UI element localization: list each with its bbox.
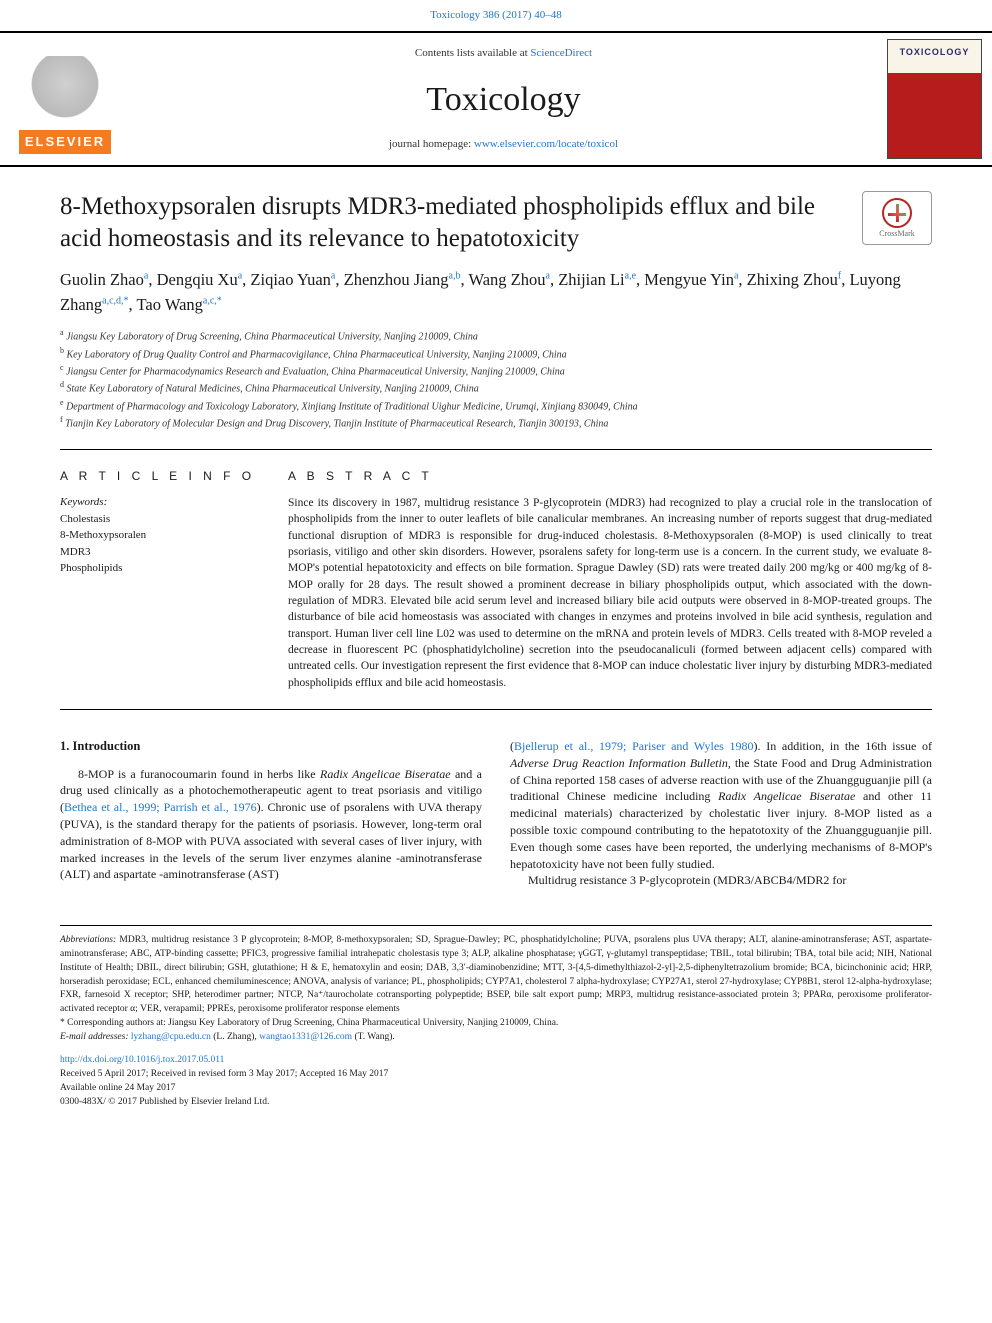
divider-rule: [60, 709, 932, 710]
elsevier-tree-icon: [30, 56, 100, 126]
email-label: E-mail addresses:: [60, 1032, 129, 1042]
affiliation-line: d State Key Laboratory of Natural Medici…: [60, 379, 932, 396]
corresponding-line: * Corresponding authors at: Jiangsu Key …: [60, 1017, 932, 1031]
intro-paragraph-right-1: (Bjellerup et al., 1979; Pariser and Wyl…: [510, 738, 932, 872]
corr-text: Corresponding authors at: Jiangsu Key La…: [65, 1018, 559, 1028]
copyright-line: 0300-483X/ © 2017 Published by Elsevier …: [60, 1096, 932, 1110]
keywords-label: Keywords:: [60, 495, 260, 510]
doi-link[interactable]: http://dx.doi.org/10.1016/j.tox.2017.05.…: [60, 1055, 224, 1065]
email-link-1[interactable]: lyzhang@cpu.edu.cn: [131, 1032, 211, 1042]
email-line: E-mail addresses: lyzhang@cpu.edu.cn (L.…: [60, 1031, 932, 1045]
email-who-1: (L. Zhang),: [211, 1032, 259, 1042]
crossmark-icon: [882, 198, 912, 228]
crossmark-badge[interactable]: CrossMark: [862, 191, 932, 245]
divider-rule: [60, 449, 932, 450]
elsevier-logo: ELSEVIER: [10, 44, 120, 154]
intro-paragraph-left: 8-MOP is a furanocoumarin found in herbs…: [60, 766, 482, 884]
author-list: Guolin Zhaoa, Dengqiu Xua, Ziqiao Yuana,…: [60, 268, 932, 318]
article-info-heading: A R T I C L E I N F O: [60, 468, 260, 485]
keyword-item: Cholestasis: [60, 511, 260, 528]
body-columns: 1. Introduction 8-MOP is a furanocoumari…: [60, 738, 932, 889]
online-line: Available online 24 May 2017: [60, 1082, 932, 1096]
journal-reference: Toxicology 386 (2017) 40–48: [0, 0, 992, 31]
affiliation-line: b Key Laboratory of Drug Quality Control…: [60, 345, 932, 362]
abbrev-text: MDR3, multidrug resistance 3 P glycoprot…: [60, 935, 932, 1014]
journal-header: ELSEVIER Contents lists available at Sci…: [0, 31, 992, 167]
history-line: Received 5 April 2017; Received in revis…: [60, 1068, 932, 1082]
sciencedirect-link[interactable]: ScienceDirect: [530, 47, 592, 59]
journal-name: Toxicology: [120, 76, 887, 124]
publication-block: http://dx.doi.org/10.1016/j.tox.2017.05.…: [60, 1054, 932, 1109]
article-info-block: A R T I C L E I N F O Keywords: Cholesta…: [60, 468, 260, 691]
journal-homepage-link[interactable]: www.elsevier.com/locate/toxicol: [474, 138, 618, 150]
journal-cover-thumb: TOXICOLOGY: [887, 39, 982, 159]
keyword-item: Phospholipids: [60, 560, 260, 577]
affiliation-line: a Jiangsu Key Laboratory of Drug Screeni…: [60, 327, 932, 344]
homepage-prefix: journal homepage:: [389, 138, 474, 150]
affiliation-line: e Department of Pharmacology and Toxicol…: [60, 397, 932, 414]
left-column: 1. Introduction 8-MOP is a furanocoumari…: [60, 738, 482, 889]
intro-heading: 1. Introduction: [60, 738, 482, 756]
intro-paragraph-right-2: Multidrug resistance 3 P-glycoprotein (M…: [510, 872, 932, 889]
homepage-line: journal homepage: www.elsevier.com/locat…: [120, 137, 887, 152]
affiliation-line: f Tianjin Key Laboratory of Molecular De…: [60, 414, 932, 431]
abstract-block: A B S T R A C T Since its discovery in 1…: [288, 468, 932, 691]
article-title: 8-Methoxypsoralen disrupts MDR3-mediated…: [60, 191, 846, 254]
header-center: Contents lists available at ScienceDirec…: [120, 46, 887, 152]
affiliations: a Jiangsu Key Laboratory of Drug Screeni…: [60, 327, 932, 431]
contents-prefix: Contents lists available at: [415, 47, 530, 59]
abbreviations-line: Abbreviations: MDR3, multidrug resistanc…: [60, 934, 932, 1017]
crossmark-label: CrossMark: [879, 228, 915, 239]
footnotes: Abbreviations: MDR3, multidrug resistanc…: [60, 925, 932, 1044]
email-link-2[interactable]: wangtao1331@126.com: [259, 1032, 352, 1042]
email-who-2: (T. Wang).: [352, 1032, 395, 1042]
abstract-text: Since its discovery in 1987, multidrug r…: [288, 495, 932, 691]
abstract-heading: A B S T R A C T: [288, 468, 932, 485]
right-column: (Bjellerup et al., 1979; Pariser and Wyl…: [510, 738, 932, 889]
journal-cover-title: TOXICOLOGY: [900, 40, 970, 59]
affiliation-line: c Jiangsu Center for Pharmacodynamics Re…: [60, 362, 932, 379]
abbrev-label: Abbreviations:: [60, 935, 116, 945]
contents-line: Contents lists available at ScienceDirec…: [120, 46, 887, 61]
keyword-item: MDR3: [60, 544, 260, 561]
keyword-item: 8-Methoxypsoralen: [60, 527, 260, 544]
elsevier-wordmark: ELSEVIER: [19, 130, 111, 154]
keywords-list: Cholestasis8-MethoxypsoralenMDR3Phosphol…: [60, 511, 260, 577]
